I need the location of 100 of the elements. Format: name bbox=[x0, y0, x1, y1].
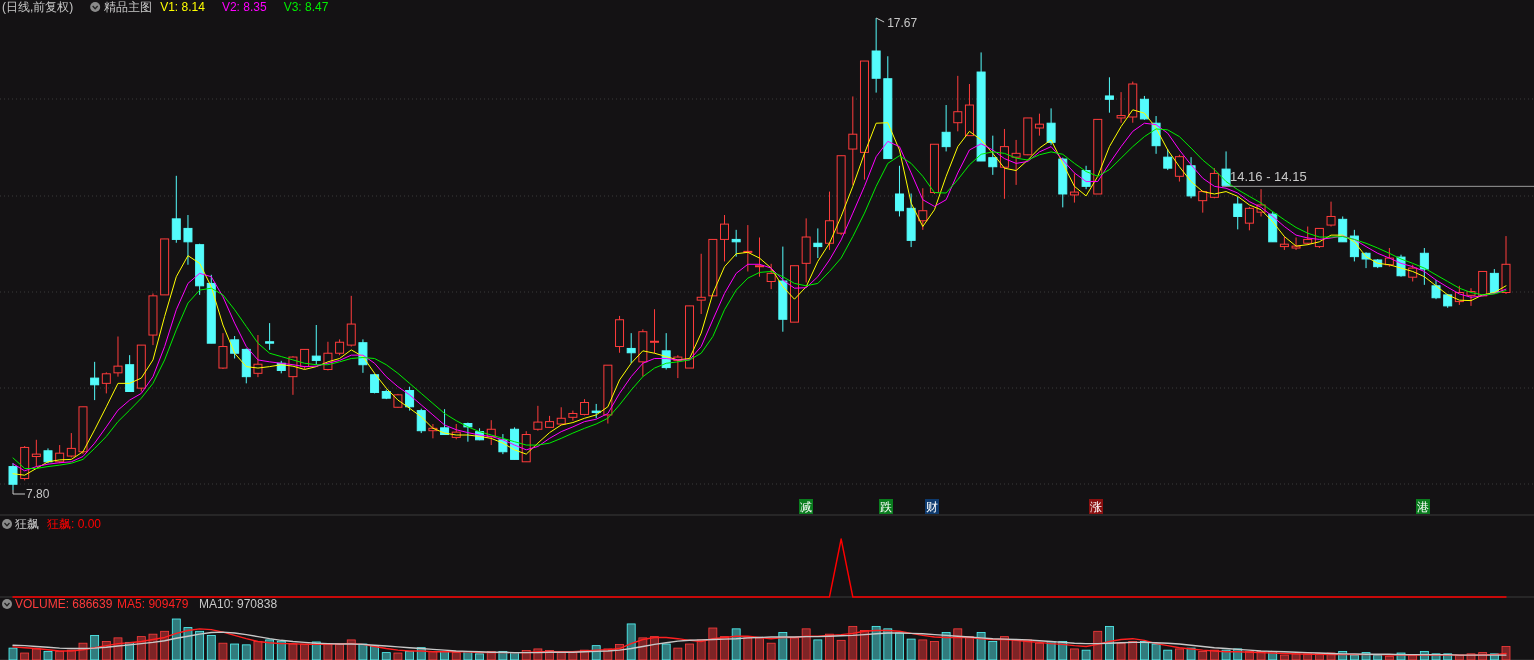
bar bbox=[335, 643, 344, 660]
text: V3: 8.47 bbox=[283, 0, 329, 14]
chart-subtitle: 精品主图 bbox=[104, 0, 153, 14]
bar bbox=[1175, 648, 1184, 660]
candlestick bbox=[568, 410, 578, 422]
bar bbox=[510, 652, 519, 660]
candlestick bbox=[66, 432, 76, 458]
bar bbox=[825, 633, 834, 660]
bar bbox=[381, 652, 391, 660]
candlestick bbox=[1034, 113, 1044, 137]
candlestick bbox=[1244, 206, 1254, 231]
bar bbox=[1151, 643, 1161, 660]
bar bbox=[708, 627, 718, 660]
bar bbox=[1291, 653, 1301, 660]
candlestick bbox=[848, 95, 858, 186]
bar bbox=[1035, 642, 1044, 660]
candlestick bbox=[918, 187, 928, 231]
candlestick bbox=[626, 332, 636, 364]
bar bbox=[1140, 641, 1149, 660]
text: 跌 bbox=[880, 500, 892, 514]
bar bbox=[801, 628, 811, 660]
candlestick bbox=[766, 263, 776, 290]
candlestick bbox=[731, 229, 741, 258]
candlestick bbox=[8, 462, 18, 491]
bar bbox=[976, 632, 986, 660]
bar bbox=[965, 636, 974, 660]
bar bbox=[346, 639, 356, 660]
candlestick bbox=[650, 308, 660, 354]
bar bbox=[1198, 650, 1208, 660]
text: 涨 bbox=[1090, 500, 1102, 514]
candlestick bbox=[1046, 107, 1056, 146]
candlestick bbox=[824, 191, 834, 251]
bar bbox=[288, 643, 298, 660]
annotation: 17.67 bbox=[887, 16, 918, 30]
text: 财 bbox=[926, 500, 938, 514]
bar bbox=[276, 640, 286, 660]
bar bbox=[743, 637, 753, 660]
candlestick bbox=[1104, 76, 1114, 114]
bar bbox=[195, 630, 205, 660]
bar bbox=[171, 618, 181, 660]
bar bbox=[790, 637, 799, 660]
bar bbox=[8, 647, 18, 660]
bar bbox=[230, 643, 240, 660]
bar bbox=[673, 647, 683, 660]
candlestick bbox=[1011, 139, 1021, 186]
bar bbox=[1116, 642, 1126, 660]
bar bbox=[731, 628, 741, 660]
bar bbox=[393, 652, 403, 660]
candlestick bbox=[1163, 148, 1173, 171]
bar bbox=[323, 643, 333, 660]
bar bbox=[1279, 654, 1289, 660]
bar bbox=[451, 652, 461, 660]
bar bbox=[941, 632, 951, 660]
candlestick bbox=[720, 214, 730, 262]
bar bbox=[883, 628, 893, 660]
candlestick bbox=[31, 439, 41, 468]
candlestick bbox=[1233, 196, 1243, 230]
candlestick bbox=[1116, 91, 1126, 124]
candlestick bbox=[171, 175, 181, 244]
bar bbox=[300, 643, 309, 660]
bar bbox=[661, 643, 671, 660]
candlestick bbox=[1326, 201, 1336, 227]
candlestick bbox=[988, 135, 998, 176]
text: 港 bbox=[1417, 500, 1429, 514]
candlestick bbox=[253, 334, 263, 378]
bar bbox=[183, 627, 193, 660]
bar bbox=[20, 652, 30, 660]
text: V2: 8.35 bbox=[221, 0, 267, 14]
candlestick bbox=[1069, 172, 1079, 204]
bar bbox=[860, 630, 869, 660]
bar bbox=[1011, 639, 1021, 660]
chart-title: (日线,前复权) bbox=[2, 0, 74, 14]
candlestick bbox=[894, 165, 904, 217]
candlestick bbox=[696, 253, 706, 315]
bar bbox=[568, 652, 578, 660]
bar bbox=[895, 632, 904, 660]
candlestick bbox=[1489, 268, 1499, 294]
bar bbox=[206, 635, 216, 660]
candlestick bbox=[416, 408, 426, 434]
candlestick bbox=[230, 335, 240, 359]
bar bbox=[1105, 625, 1114, 660]
bar bbox=[31, 648, 41, 660]
bar bbox=[1349, 654, 1359, 660]
chart-title: 狂飙 bbox=[15, 517, 39, 531]
candlestick bbox=[1419, 247, 1429, 286]
bar bbox=[265, 639, 275, 660]
bar bbox=[1163, 649, 1173, 660]
bar bbox=[1128, 641, 1138, 660]
bar bbox=[953, 628, 963, 660]
text: VOLUME: 686639 bbox=[15, 597, 113, 611]
bar bbox=[1081, 649, 1091, 660]
candlestick bbox=[346, 295, 356, 348]
text: 狂飙: 0.00 bbox=[47, 517, 102, 531]
series-label: MA10: 970838 bbox=[199, 597, 278, 611]
candlestick bbox=[311, 324, 321, 366]
bar bbox=[1373, 654, 1383, 660]
candlestick bbox=[265, 322, 275, 351]
bar bbox=[848, 625, 858, 660]
bar bbox=[55, 650, 65, 660]
bar bbox=[1070, 648, 1079, 660]
